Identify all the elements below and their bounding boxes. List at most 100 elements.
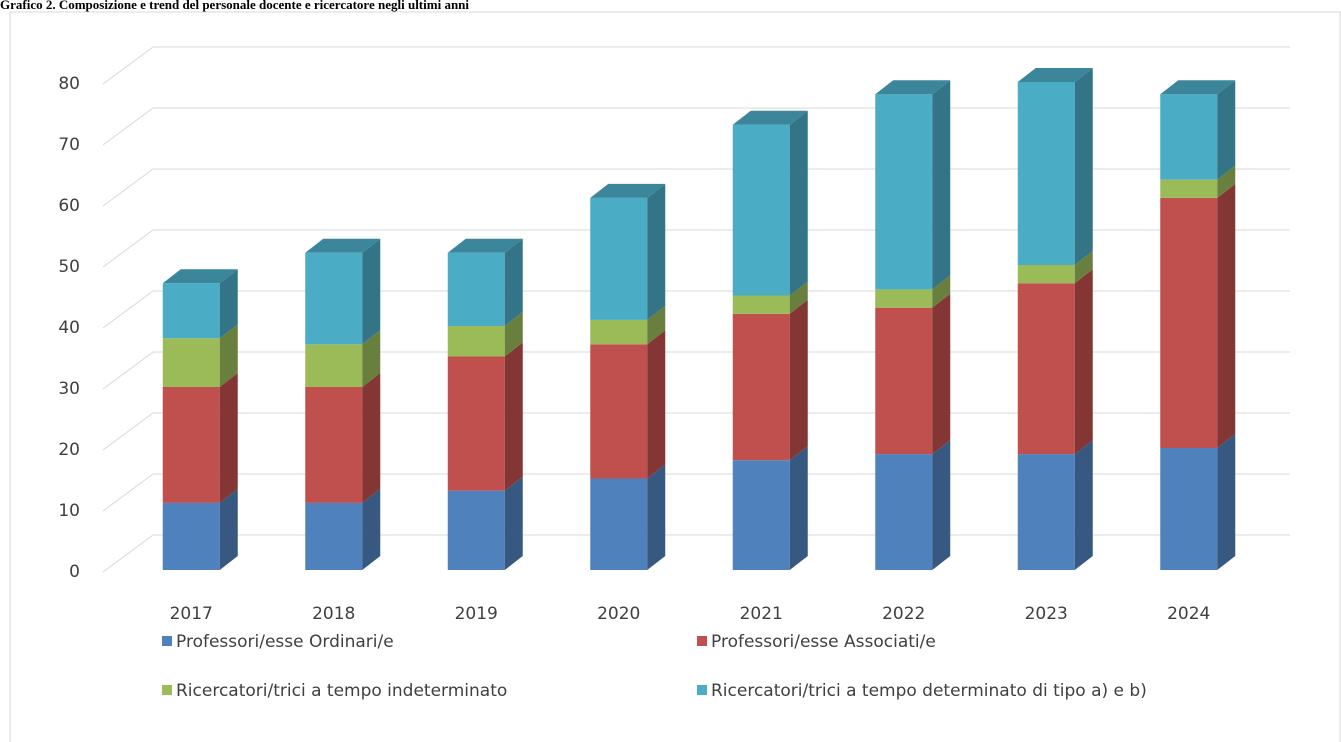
bar-side <box>219 269 238 339</box>
bar-side <box>362 373 381 503</box>
legend-swatch <box>162 685 172 695</box>
x-tick-label: 2017 <box>170 604 213 624</box>
bar-side <box>932 80 951 290</box>
bar-side <box>1217 80 1236 180</box>
bar-side <box>1074 269 1093 455</box>
bar-side <box>219 324 238 387</box>
y-tick-label: 70 <box>58 135 80 155</box>
bar-segment <box>305 252 363 345</box>
y-tick-label: 0 <box>69 562 80 582</box>
bar-segment <box>732 124 790 296</box>
bar-side <box>504 476 523 570</box>
bar-segment <box>1160 448 1218 570</box>
bar-segment <box>590 197 648 320</box>
bar-side <box>789 446 808 570</box>
bar-top <box>590 183 666 198</box>
bar-side <box>1217 183 1236 448</box>
chart-title: Grafico 2. Composizione e trend del pers… <box>0 0 469 12</box>
bar-side <box>932 293 951 455</box>
bar-segment <box>162 387 220 503</box>
bar-segment <box>162 338 220 387</box>
bar-segment <box>590 344 648 479</box>
bar-segment <box>590 319 648 345</box>
bar-side <box>789 299 808 461</box>
y-tick-label: 20 <box>58 440 80 460</box>
x-tick-label: 2018 <box>312 604 355 624</box>
bar-side <box>647 330 666 479</box>
bar-side <box>1217 434 1236 570</box>
bar-side <box>647 183 666 320</box>
bar-segment <box>1160 197 1218 448</box>
bar-top <box>1017 68 1093 82</box>
bar-segment <box>875 289 933 308</box>
bar-top <box>1160 80 1236 95</box>
legend-swatch <box>162 636 172 646</box>
legend-swatch <box>697 636 707 646</box>
bar-segment <box>447 356 505 491</box>
bar-segment <box>732 295 790 314</box>
bar-side <box>647 305 666 345</box>
bar-side <box>219 373 238 503</box>
bar-segment <box>305 387 363 503</box>
bar-segment <box>162 502 220 570</box>
legend-label: Professori/esse Associati/e <box>711 632 936 652</box>
bar-side <box>504 342 523 491</box>
x-tick-label: 2023 <box>1025 604 1068 624</box>
bar-segment <box>1160 179 1218 198</box>
bar-side <box>932 275 951 308</box>
bar-top <box>447 238 523 253</box>
bar-segment <box>447 326 505 357</box>
y-tick-label: 50 <box>58 257 80 277</box>
bar-segment <box>447 252 505 326</box>
x-tick-label: 2020 <box>597 604 640 624</box>
y-tick-label: 40 <box>58 318 80 338</box>
bar-top <box>732 110 808 125</box>
bar-segment <box>1017 454 1075 570</box>
bar-segment <box>305 344 363 387</box>
legend-swatch <box>697 685 707 695</box>
bar-side <box>362 238 381 345</box>
bar-segment <box>447 490 505 570</box>
x-tick-label: 2022 <box>882 604 925 624</box>
bar-top <box>875 80 951 95</box>
y-tick-label: 30 <box>58 379 80 399</box>
bar-side <box>1217 165 1236 198</box>
bar-segment <box>732 460 790 570</box>
y-tick-label: 80 <box>58 74 80 94</box>
bar-segment <box>162 283 220 339</box>
bar-side <box>647 464 666 570</box>
bar-segment <box>305 502 363 570</box>
bar-top <box>305 238 381 253</box>
bar-segment <box>732 313 790 461</box>
bar-segment <box>1017 283 1075 455</box>
bar-side <box>362 488 381 570</box>
bar-side <box>1074 440 1093 570</box>
bar-side <box>789 281 808 314</box>
x-tick-label: 2021 <box>740 604 783 624</box>
bar-side <box>219 488 238 570</box>
bar-segment <box>875 94 933 290</box>
bar-top <box>162 269 238 284</box>
grid-line <box>102 46 1290 85</box>
legend-label: Ricercatori/trici a tempo indeterminato <box>176 681 507 701</box>
bar-segment <box>1017 265 1075 284</box>
bar-side <box>932 440 951 570</box>
bar-segment <box>1160 94 1218 180</box>
y-tick-label: 60 <box>58 196 80 216</box>
bar-side <box>362 330 381 387</box>
bar-side <box>1074 251 1093 284</box>
bar-side <box>504 238 523 326</box>
y-tick-label: 10 <box>58 501 80 521</box>
bar-segment <box>875 454 933 570</box>
x-tick-label: 2019 <box>455 604 498 624</box>
legend-label: Professori/esse Ordinari/e <box>176 632 394 652</box>
bar-segment <box>875 307 933 455</box>
legend-label: Ricercatori/trici a tempo determinato di… <box>711 681 1147 701</box>
bar-segment <box>590 478 648 570</box>
bar-side <box>504 312 523 357</box>
bar-side <box>789 110 808 296</box>
bar-side <box>1074 68 1093 265</box>
bar-segment <box>1017 82 1075 265</box>
x-tick-label: 2024 <box>1167 604 1210 624</box>
